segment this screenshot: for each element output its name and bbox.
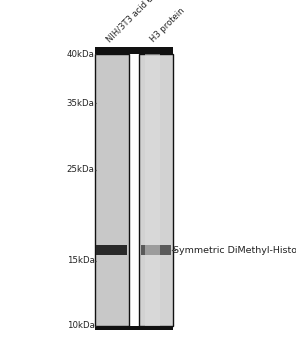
Bar	[95, 326, 173, 330]
Bar	[95, 54, 129, 326]
Text: 15kDa: 15kDa	[67, 256, 95, 265]
Bar	[139, 54, 173, 326]
Bar	[145, 54, 160, 326]
Bar	[95, 47, 173, 54]
Text: Symmetric DiMethyl-Histone H3-R8: Symmetric DiMethyl-Histone H3-R8	[173, 246, 296, 255]
Text: 35kDa: 35kDa	[67, 99, 95, 108]
Bar	[141, 245, 171, 255]
Text: NIH/3T3 acid extract: NIH/3T3 acid extract	[105, 0, 172, 44]
Bar	[96, 245, 127, 255]
Text: 25kDa: 25kDa	[67, 165, 95, 174]
Text: H3 protein: H3 protein	[149, 6, 187, 44]
Text: 40kDa: 40kDa	[67, 50, 95, 59]
Text: 10kDa: 10kDa	[67, 321, 95, 330]
